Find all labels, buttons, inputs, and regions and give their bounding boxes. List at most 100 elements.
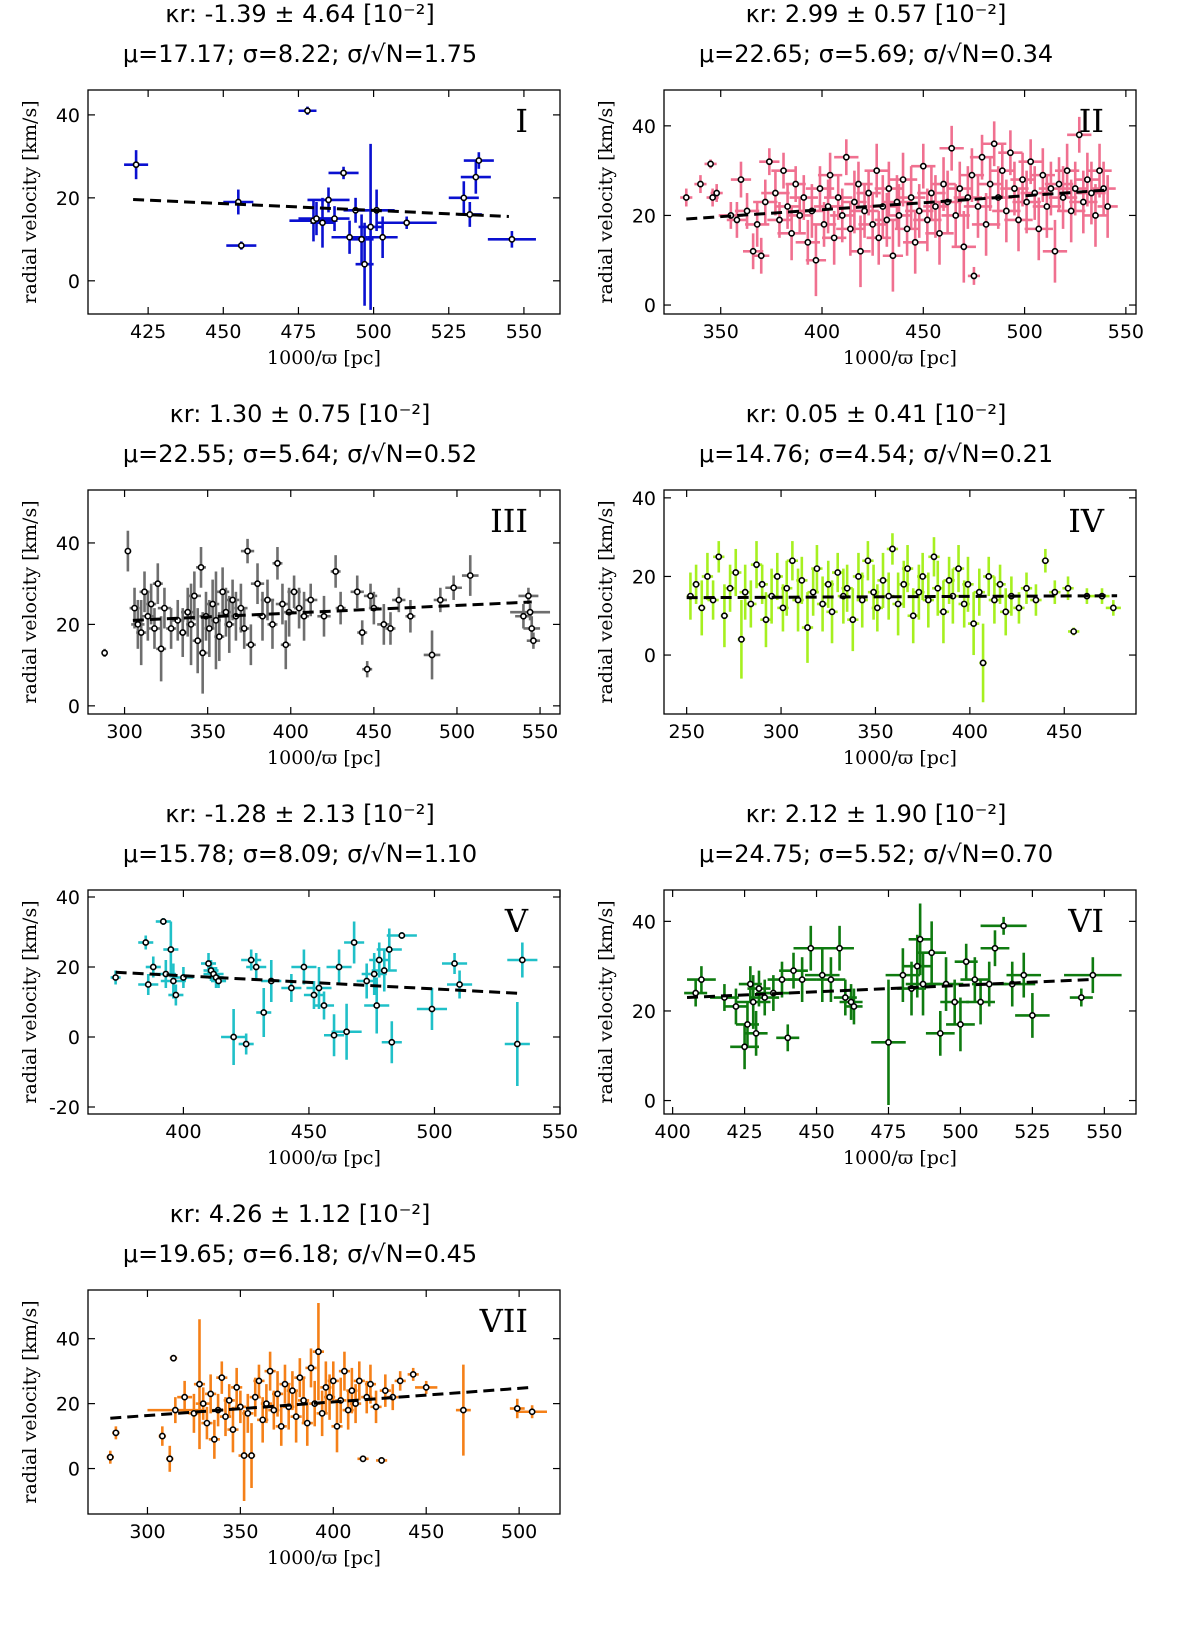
data-point xyxy=(749,247,757,255)
panel-label: III xyxy=(490,502,528,540)
kappa-title: κr: -1.39 ± 4.64 [10⁻²] xyxy=(165,0,435,28)
data-point xyxy=(761,994,769,1001)
x-tick-label: 475 xyxy=(870,1121,906,1143)
data-point xyxy=(758,580,766,588)
data-point xyxy=(359,1455,367,1463)
y-axis-label: radial velocity [km/s] xyxy=(19,1300,41,1503)
data-point xyxy=(367,223,374,231)
data-point xyxy=(240,625,248,632)
data-markers xyxy=(112,918,526,1048)
data-point xyxy=(857,247,864,255)
data-point xyxy=(303,1419,311,1427)
data-point xyxy=(842,153,850,161)
x-tick-label: 500 xyxy=(1006,321,1042,343)
data-point xyxy=(819,600,826,608)
data-point xyxy=(525,592,532,600)
data-point xyxy=(1027,158,1035,166)
data-point xyxy=(209,600,217,608)
data-point xyxy=(875,234,883,242)
data-point xyxy=(1071,185,1079,192)
kappa-title: κr: 4.26 ± 1.12 [10⁻²] xyxy=(169,1200,431,1228)
y-tick-label: 40 xyxy=(632,116,656,138)
data-point xyxy=(915,588,923,596)
data-point xyxy=(838,212,846,219)
data-point xyxy=(765,158,773,166)
plot-II: 350 400 450 500 550 0 20 40 1000/ϖ [pc] radial ve… xyxy=(595,89,1144,369)
data-point xyxy=(460,194,468,202)
data-point xyxy=(169,977,177,985)
data-point xyxy=(971,976,979,983)
data-point xyxy=(936,1029,944,1037)
x-axis-label: 1000/ϖ [pc] xyxy=(267,747,381,769)
data-point xyxy=(930,553,938,561)
data-point xyxy=(948,144,956,152)
data-point xyxy=(212,616,220,624)
data-point xyxy=(335,963,343,971)
data-point xyxy=(395,596,403,604)
data-point xyxy=(869,220,877,228)
data-point xyxy=(518,956,526,964)
x-tick-label: 475 xyxy=(280,321,316,343)
data-point xyxy=(737,176,745,183)
data-point xyxy=(274,559,281,567)
data-point xyxy=(776,216,783,224)
data-point xyxy=(230,1033,238,1041)
data-point xyxy=(820,220,828,228)
panel-VII: κr: 4.26 ± 1.12 [10⁻²] μ=19.65; σ=6.18; … xyxy=(0,1200,600,1610)
data-point xyxy=(475,157,483,164)
x-tick-label: 425 xyxy=(130,321,166,343)
y-axis-label: radial velocity [km/s] xyxy=(19,100,41,303)
data-point xyxy=(292,1413,300,1421)
data-point xyxy=(784,1034,792,1042)
data-point xyxy=(780,167,787,175)
data-point xyxy=(1035,225,1043,233)
x-tick-label: 400 xyxy=(165,1121,201,1143)
data-point xyxy=(300,612,308,620)
data-point xyxy=(264,596,271,604)
data-point xyxy=(713,189,721,197)
panel-label: I xyxy=(515,102,528,140)
data-point xyxy=(940,608,947,616)
data-point xyxy=(924,596,932,604)
plot-frame xyxy=(663,489,1137,715)
stats-title: μ=14.76; σ=4.54; σ/√N=0.21 xyxy=(698,440,1054,468)
data-point xyxy=(919,980,927,988)
data-point xyxy=(300,963,308,971)
x-axis-label: 1000/ϖ [pc] xyxy=(843,747,957,769)
x-tick-label: 450 xyxy=(798,1121,834,1143)
data-point xyxy=(167,946,175,953)
data-point xyxy=(828,608,836,616)
data-point xyxy=(899,176,907,183)
data-point xyxy=(916,935,924,943)
data-point xyxy=(196,1380,203,1388)
data-point xyxy=(850,1003,858,1010)
data-point xyxy=(358,629,366,636)
data-point xyxy=(753,220,761,228)
data-point xyxy=(800,194,808,201)
data-point xyxy=(913,962,921,970)
data-point xyxy=(957,1020,964,1028)
data-point xyxy=(422,1383,430,1391)
x-axis-label: 1000/ϖ [pc] xyxy=(267,347,381,369)
data-point xyxy=(106,1453,114,1461)
data-point xyxy=(222,1413,229,1421)
error-bars xyxy=(110,918,538,1086)
panel-II: κr: 2.99 ± 0.57 [10⁻²] μ=22.65; σ=5.69; … xyxy=(576,0,1176,410)
trend-line xyxy=(686,188,1110,221)
data-point xyxy=(370,970,378,978)
data-point xyxy=(738,635,745,643)
x-axis-label: 1000/ϖ [pc] xyxy=(843,1147,957,1169)
data-point xyxy=(194,637,202,645)
data-point xyxy=(132,161,140,169)
data-point xyxy=(247,956,255,964)
data-point xyxy=(407,612,414,620)
data-point xyxy=(307,1364,315,1372)
data-point xyxy=(773,573,781,580)
data-point xyxy=(171,1406,179,1414)
data-point xyxy=(861,207,868,215)
data-point xyxy=(909,612,917,620)
data-markers xyxy=(682,131,1112,280)
data-point xyxy=(329,1377,337,1385)
data-point xyxy=(154,580,162,588)
data-point xyxy=(998,167,1006,175)
